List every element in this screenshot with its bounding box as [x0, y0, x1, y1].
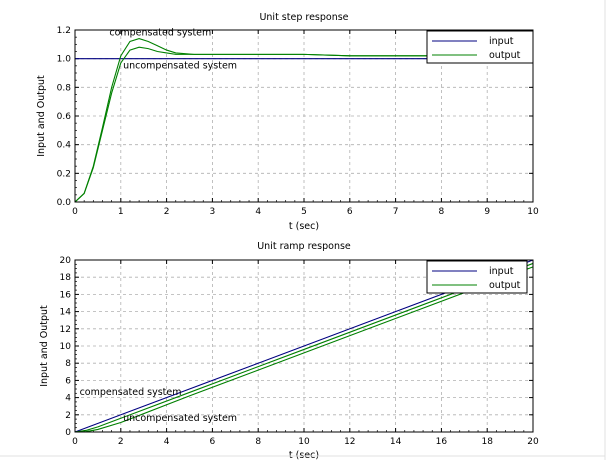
step-annotation-uncompensated: uncompensated system [123, 61, 237, 72]
ramp-plot-frame [74, 259, 534, 433]
step-plot-xlabel: t (sec) [289, 221, 319, 232]
ramp-annotation-uncompensated: uncompensated system [123, 413, 237, 424]
x-tick-label: 8 [439, 207, 445, 217]
step-legend-output-label: output [489, 50, 521, 61]
step-plot-title: Unit step response [259, 12, 348, 23]
ramp-legend-output-label: output [489, 280, 521, 291]
y-tick-label: 20 [60, 256, 72, 266]
y-tick-label: 16 [60, 290, 72, 300]
x-tick-label: 12 [344, 437, 355, 447]
x-tick-label: 4 [164, 437, 170, 447]
step-plot-annotations: compensated system uncompensated system [109, 28, 237, 72]
step-plot-ylabel: Input and Output [36, 75, 47, 157]
y-tick-label: 14 [60, 308, 72, 318]
y-tick-label: 0.6 [57, 112, 72, 122]
x-tick-label: 5 [301, 207, 307, 217]
ramp-plot-legend: input output [426, 260, 528, 294]
x-tick-label: 16 [436, 437, 448, 447]
x-tick-label: 2 [118, 437, 124, 447]
step-response-plot: Unit step response t (sec) Input and Out… [36, 12, 539, 232]
x-tick-label: 0 [72, 437, 78, 447]
x-tick-label: 10 [527, 207, 539, 217]
y-tick-label: 0 [65, 428, 71, 438]
x-tick-label: 8 [255, 437, 261, 447]
series-line-2 [74, 46, 533, 203]
y-tick-label: 1.0 [57, 55, 72, 65]
y-tick-label: 8 [65, 359, 71, 369]
ramp-legend-box [426, 260, 528, 294]
y-tick-label: 18 [60, 273, 72, 283]
ramp-plot-ticks: 0 2 4 6 8 10 12 14 16 18 20 0 2 4 6 8 10 12 14 16 18 20 [60, 256, 539, 447]
x-tick-label: 14 [390, 437, 402, 447]
y-tick-label: 4 [65, 394, 71, 404]
y-tick-label: 1.2 [57, 26, 71, 36]
ramp-plot-annotations: compensated system uncompensated system [80, 387, 237, 424]
x-tick-label: 18 [481, 437, 493, 447]
step-annotation-compensated: compensated system [109, 28, 211, 39]
y-tick-label: 6 [65, 376, 71, 386]
ramp-legend-input-label: input [489, 266, 514, 277]
y-tick-label: 10 [60, 342, 72, 352]
x-tick-label: 20 [527, 437, 539, 447]
x-tick-label: 7 [393, 207, 399, 217]
ramp-plot-ylabel: Input and Output [39, 305, 50, 387]
ramp-annotation-compensated: compensated system [80, 387, 182, 398]
x-tick-label: 3 [210, 207, 216, 217]
x-tick-label: 9 [484, 207, 490, 217]
step-plot-frame [74, 29, 534, 203]
series-line-2 [74, 266, 534, 433]
step-plot-legend: input output [426, 30, 534, 64]
ramp-response-plot: Unit ramp response t (sec) Input and Out… [39, 241, 539, 460]
y-tick-label: 12 [60, 325, 71, 335]
y-tick-label: 0.8 [57, 83, 72, 93]
y-tick-label: 0.0 [57, 198, 72, 208]
y-tick-label: 0.2 [57, 169, 71, 179]
y-tick-label: 0.4 [57, 141, 72, 151]
series-line-1 [74, 262, 534, 433]
x-tick-label: 1 [118, 207, 124, 217]
ramp-plot-title: Unit ramp response [257, 241, 351, 252]
x-tick-label: 10 [298, 437, 310, 447]
step-legend-input-label: input [489, 36, 514, 47]
x-tick-label: 6 [347, 207, 353, 217]
y-tick-label: 2 [65, 411, 71, 421]
x-tick-label: 6 [210, 437, 216, 447]
ramp-plot-xlabel: t (sec) [289, 450, 319, 460]
x-tick-label: 4 [255, 207, 261, 217]
x-tick-label: 2 [164, 207, 170, 217]
step-legend-box [426, 30, 534, 64]
x-tick-label: 0 [72, 207, 78, 217]
